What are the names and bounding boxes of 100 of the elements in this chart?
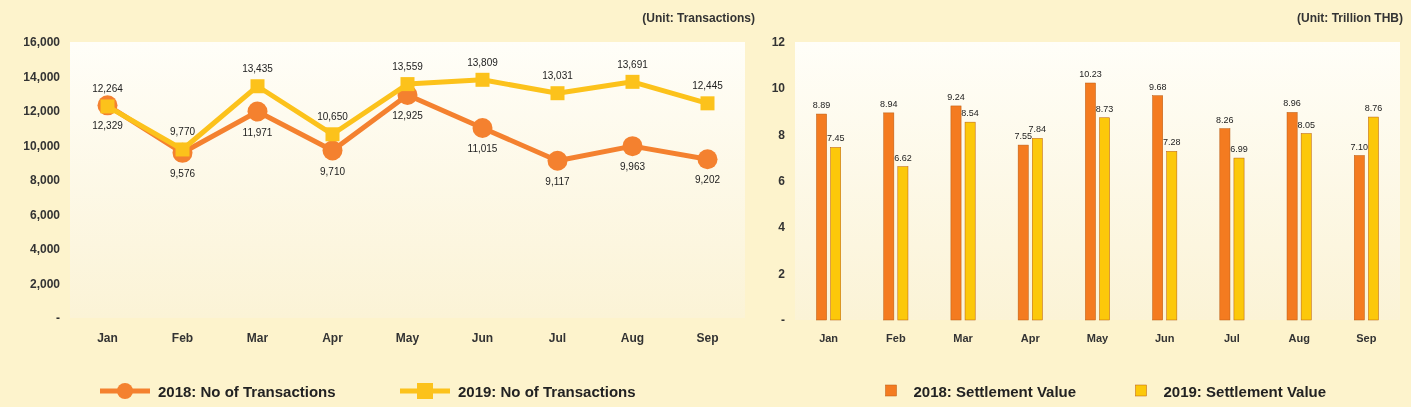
point <box>697 149 718 170</box>
x-tick-label: Jun <box>471 331 494 345</box>
legend-label: 2019: Settlement Value <box>1163 383 1327 400</box>
x-tick-label: Aug <box>620 331 645 345</box>
bar <box>1166 151 1178 321</box>
y-tick-label: 8,000 <box>29 173 61 187</box>
y-tick-label: 14,000 <box>23 69 61 84</box>
text: 6.99 <box>1230 144 1248 155</box>
legend-label: 2019: No of Transactions <box>458 383 636 400</box>
text: 13,031 <box>542 70 573 82</box>
x-tick-label: May <box>395 331 420 345</box>
y-tick-label: - <box>781 313 785 327</box>
text: 12,264 <box>92 83 123 95</box>
point <box>472 117 493 138</box>
x-tick-label: Sep <box>696 331 719 345</box>
text: 9.24 <box>947 91 965 102</box>
x-tick-label: Mar <box>953 332 974 344</box>
text: 7.55 <box>1014 131 1032 142</box>
text: 7.45 <box>826 133 845 144</box>
text: 6.62 <box>894 152 912 163</box>
text: 13,691 <box>617 58 648 70</box>
x-tick-label: Feb <box>886 332 906 344</box>
y-tick-label: 16,000 <box>23 35 61 49</box>
x-tick-label: Apr <box>1020 332 1041 344</box>
x-tick-label: Apr <box>322 331 344 345</box>
bar <box>1300 133 1312 321</box>
text: 8.89 <box>812 100 831 111</box>
text: 9,963 <box>619 161 646 173</box>
point <box>322 140 343 161</box>
point <box>700 96 715 111</box>
text: 9,117 <box>545 175 570 187</box>
x-tick-label: Jun <box>1154 332 1175 344</box>
point <box>622 136 643 157</box>
point <box>247 101 268 122</box>
bar <box>1017 144 1029 321</box>
legend-label: 2018: Settlement Value <box>913 383 1077 400</box>
y-tick-label: 10,000 <box>23 138 61 153</box>
text: 8.96 <box>1283 98 1301 109</box>
text: 9,576 <box>169 167 196 179</box>
text: 7.28 <box>1163 137 1181 148</box>
x-tick-label: Feb <box>171 331 194 345</box>
text: 9.68 <box>1148 81 1167 92</box>
x-tick-label: Jul <box>1223 332 1240 344</box>
bar <box>1233 157 1245 321</box>
text: 8.26 <box>1216 114 1234 125</box>
x-tick-label: May <box>1086 332 1110 344</box>
point <box>250 79 265 94</box>
text: 13,559 <box>392 61 423 73</box>
text: 12,445 <box>692 80 723 92</box>
point <box>550 86 565 101</box>
x-tick-label: Jul <box>548 331 567 345</box>
text: 9,202 <box>694 174 721 186</box>
y-tick-label: 4,000 <box>29 242 61 256</box>
bar <box>883 112 895 321</box>
text: (Unit: Trillion THB) <box>1297 11 1403 25</box>
y-tick-label: 12,000 <box>23 104 61 118</box>
bar <box>897 166 909 321</box>
x-tick-label: Aug <box>1288 332 1310 344</box>
bar <box>816 113 827 321</box>
text: 11,015 <box>467 142 498 154</box>
text: 12,329 <box>92 120 123 132</box>
y-tick-label: 8 <box>778 127 786 142</box>
text: 10,650 <box>317 111 348 123</box>
y-tick-label: 4 <box>778 220 786 235</box>
y-tick-label: 6 <box>778 174 786 188</box>
point <box>625 74 640 89</box>
text: 13,435 <box>242 63 273 75</box>
bar <box>1219 128 1231 321</box>
text: 8.94 <box>880 98 898 109</box>
bar <box>1354 155 1365 321</box>
point <box>547 150 568 171</box>
legend-label: 2018: No of Transactions <box>158 383 336 400</box>
text: 9,770 <box>169 126 196 138</box>
point <box>325 127 340 142</box>
text: (Unit: Transactions) <box>642 11 755 25</box>
text: 7.10 <box>1350 141 1369 152</box>
text: 8.76 <box>1364 103 1383 114</box>
text: 12,925 <box>392 110 423 122</box>
bar <box>1368 116 1379 321</box>
text: 8.54 <box>961 108 979 119</box>
bar <box>1099 117 1110 321</box>
bar <box>1032 138 1043 321</box>
x-tick-label: Jan <box>97 331 118 345</box>
y-tick-label: 6,000 <box>29 207 61 222</box>
x-tick-label: Jan <box>819 332 839 344</box>
text: 9,710 <box>319 165 346 177</box>
x-tick-label: Mar <box>246 331 269 345</box>
bar <box>964 121 976 321</box>
y-tick-label: 10 <box>771 81 786 96</box>
y-tick-label: 2,000 <box>29 276 61 291</box>
y-tick-label: - <box>56 311 60 325</box>
text: 10.23 <box>1079 69 1102 79</box>
y-tick-label: 12 <box>771 35 786 49</box>
text: 8.73 <box>1095 103 1114 114</box>
text: 8.05 <box>1297 119 1315 130</box>
bar <box>1085 82 1096 321</box>
x-tick-label: Sep <box>1356 332 1377 344</box>
text: 13,809 <box>467 56 498 68</box>
point <box>400 77 415 92</box>
bar <box>1152 95 1163 321</box>
